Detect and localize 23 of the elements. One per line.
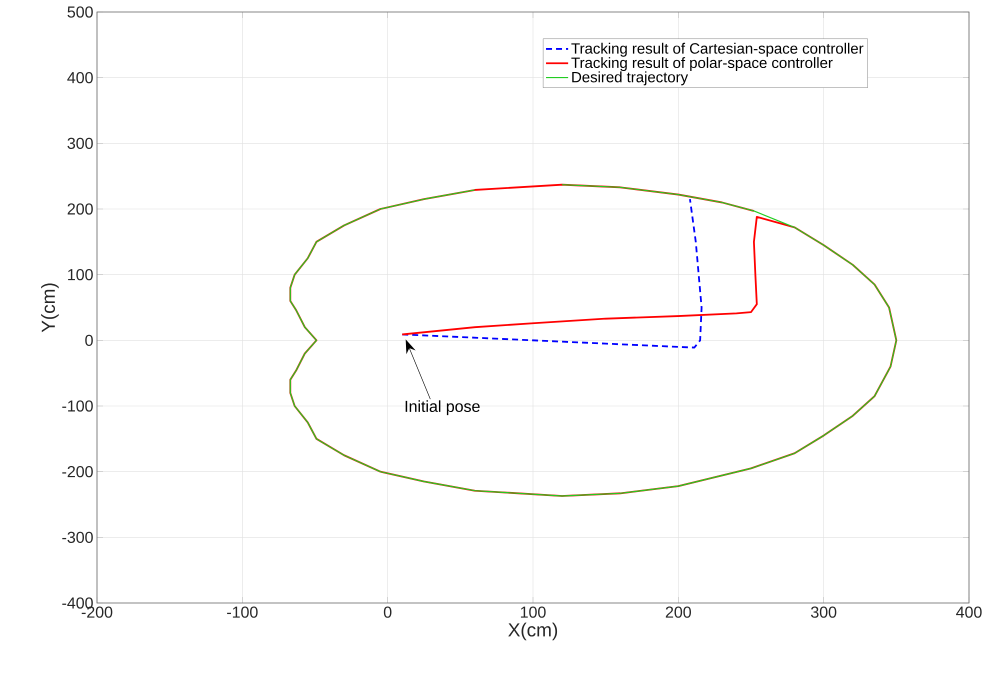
x-tick-label: 400 [956,606,982,618]
x-tick-label: 300 [810,606,836,618]
y-tick-label: -200 [62,466,93,478]
y-tick-label: 500 [68,6,93,18]
x-tick-label: 0 [384,606,392,618]
y-tick-label: 0 [85,334,93,346]
x-tick-label: -200 [82,606,112,618]
y-tick-label: -400 [62,597,93,609]
legend-label: Desired trajectory [572,71,688,86]
y-tick-label: 100 [68,269,93,280]
x-tick-label: -100 [227,606,258,618]
y-tick-label: -300 [62,532,93,543]
annotation: Initial pose [406,400,480,416]
x-axis-title: X(cm) [508,622,558,640]
x-tick-label: 100 [520,606,546,618]
x-tick-label: 200 [666,606,691,618]
y-tick-label: -100 [62,400,93,412]
legend-label: Tracking result of polar-space controller [571,57,833,72]
y-axis-title: Y(cm) [41,283,59,332]
legend-label: Tracking result of Cartesian-space controller [571,42,864,57]
y-tick-label: 400 [67,72,93,84]
y-tick-label: 200 [68,203,93,215]
y-tick-label: 300 [67,138,93,149]
